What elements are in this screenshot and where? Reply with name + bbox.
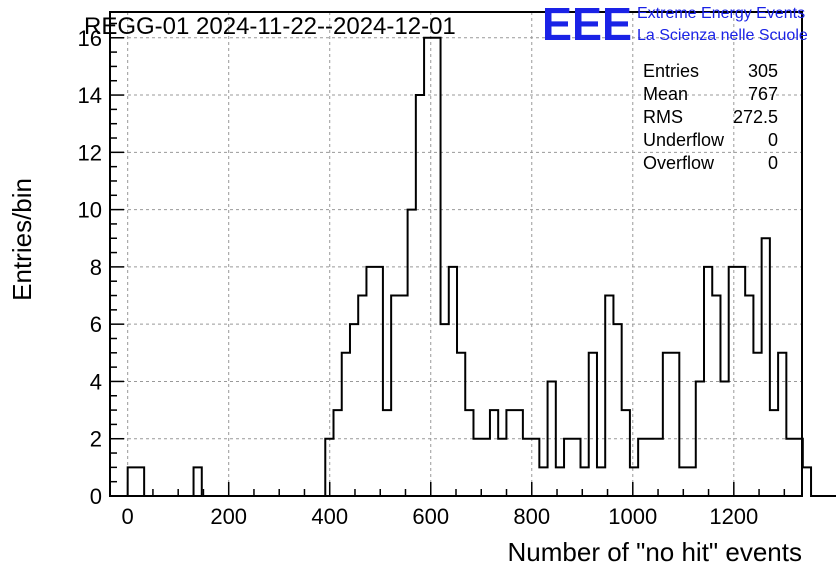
- x-tick-label: 200: [210, 504, 247, 529]
- grid: [110, 12, 802, 497]
- x-tick-label: 400: [311, 504, 348, 529]
- stat-label: RMS: [643, 107, 683, 127]
- logo-line-1: Extreme Energy Events: [637, 5, 805, 22]
- x-axis-ticks: 0 200 400 600 800 1000 1200: [122, 482, 786, 529]
- y-axis-ticks: 0 2 4 6 8 10 12 14 16: [78, 22, 124, 509]
- stat-value: 0: [768, 130, 778, 150]
- logo-line-2: La Scienza nelle Scuole: [637, 27, 808, 44]
- eee-logo: EEE Extreme Energy Events La Scienza nel…: [542, 0, 808, 50]
- stat-label: Underflow: [643, 130, 725, 150]
- x-tick-label: 1000: [608, 504, 657, 529]
- stat-label: Entries: [643, 61, 699, 81]
- y-tick-label: 12: [78, 140, 102, 165]
- chart-title: REGG-01 2024-11-22--2024-12-01: [84, 13, 456, 40]
- stat-value: 0: [768, 153, 778, 173]
- logo-mark: EEE: [542, 0, 632, 50]
- stat-label: Overflow: [643, 153, 715, 173]
- stat-value: 272.5: [733, 107, 778, 127]
- y-tick-label: 6: [90, 312, 102, 337]
- stat-value: 305: [748, 61, 778, 81]
- y-tick-label: 0: [90, 484, 102, 509]
- stat-value: 767: [748, 84, 778, 104]
- y-tick-label: 2: [90, 427, 102, 452]
- y-tick-label: 14: [78, 83, 102, 108]
- x-tick-label: 0: [122, 504, 134, 529]
- y-tick-label: 10: [78, 198, 102, 223]
- y-axis-title: Entries/bin: [7, 178, 37, 301]
- y-tick-label: 16: [78, 26, 102, 51]
- x-tick-label: 600: [412, 504, 449, 529]
- y-tick-label: 4: [90, 369, 102, 394]
- x-tick-label: 1200: [709, 504, 758, 529]
- x-tick-label: 800: [513, 504, 550, 529]
- x-axis-title: Number of "no hit" events: [508, 537, 803, 567]
- y-tick-label: 8: [90, 255, 102, 280]
- stats-box: Entries 305 Mean 767 RMS 272.5 Underflow 0 Overf…: [643, 61, 778, 173]
- stat-label: Mean: [643, 84, 688, 104]
